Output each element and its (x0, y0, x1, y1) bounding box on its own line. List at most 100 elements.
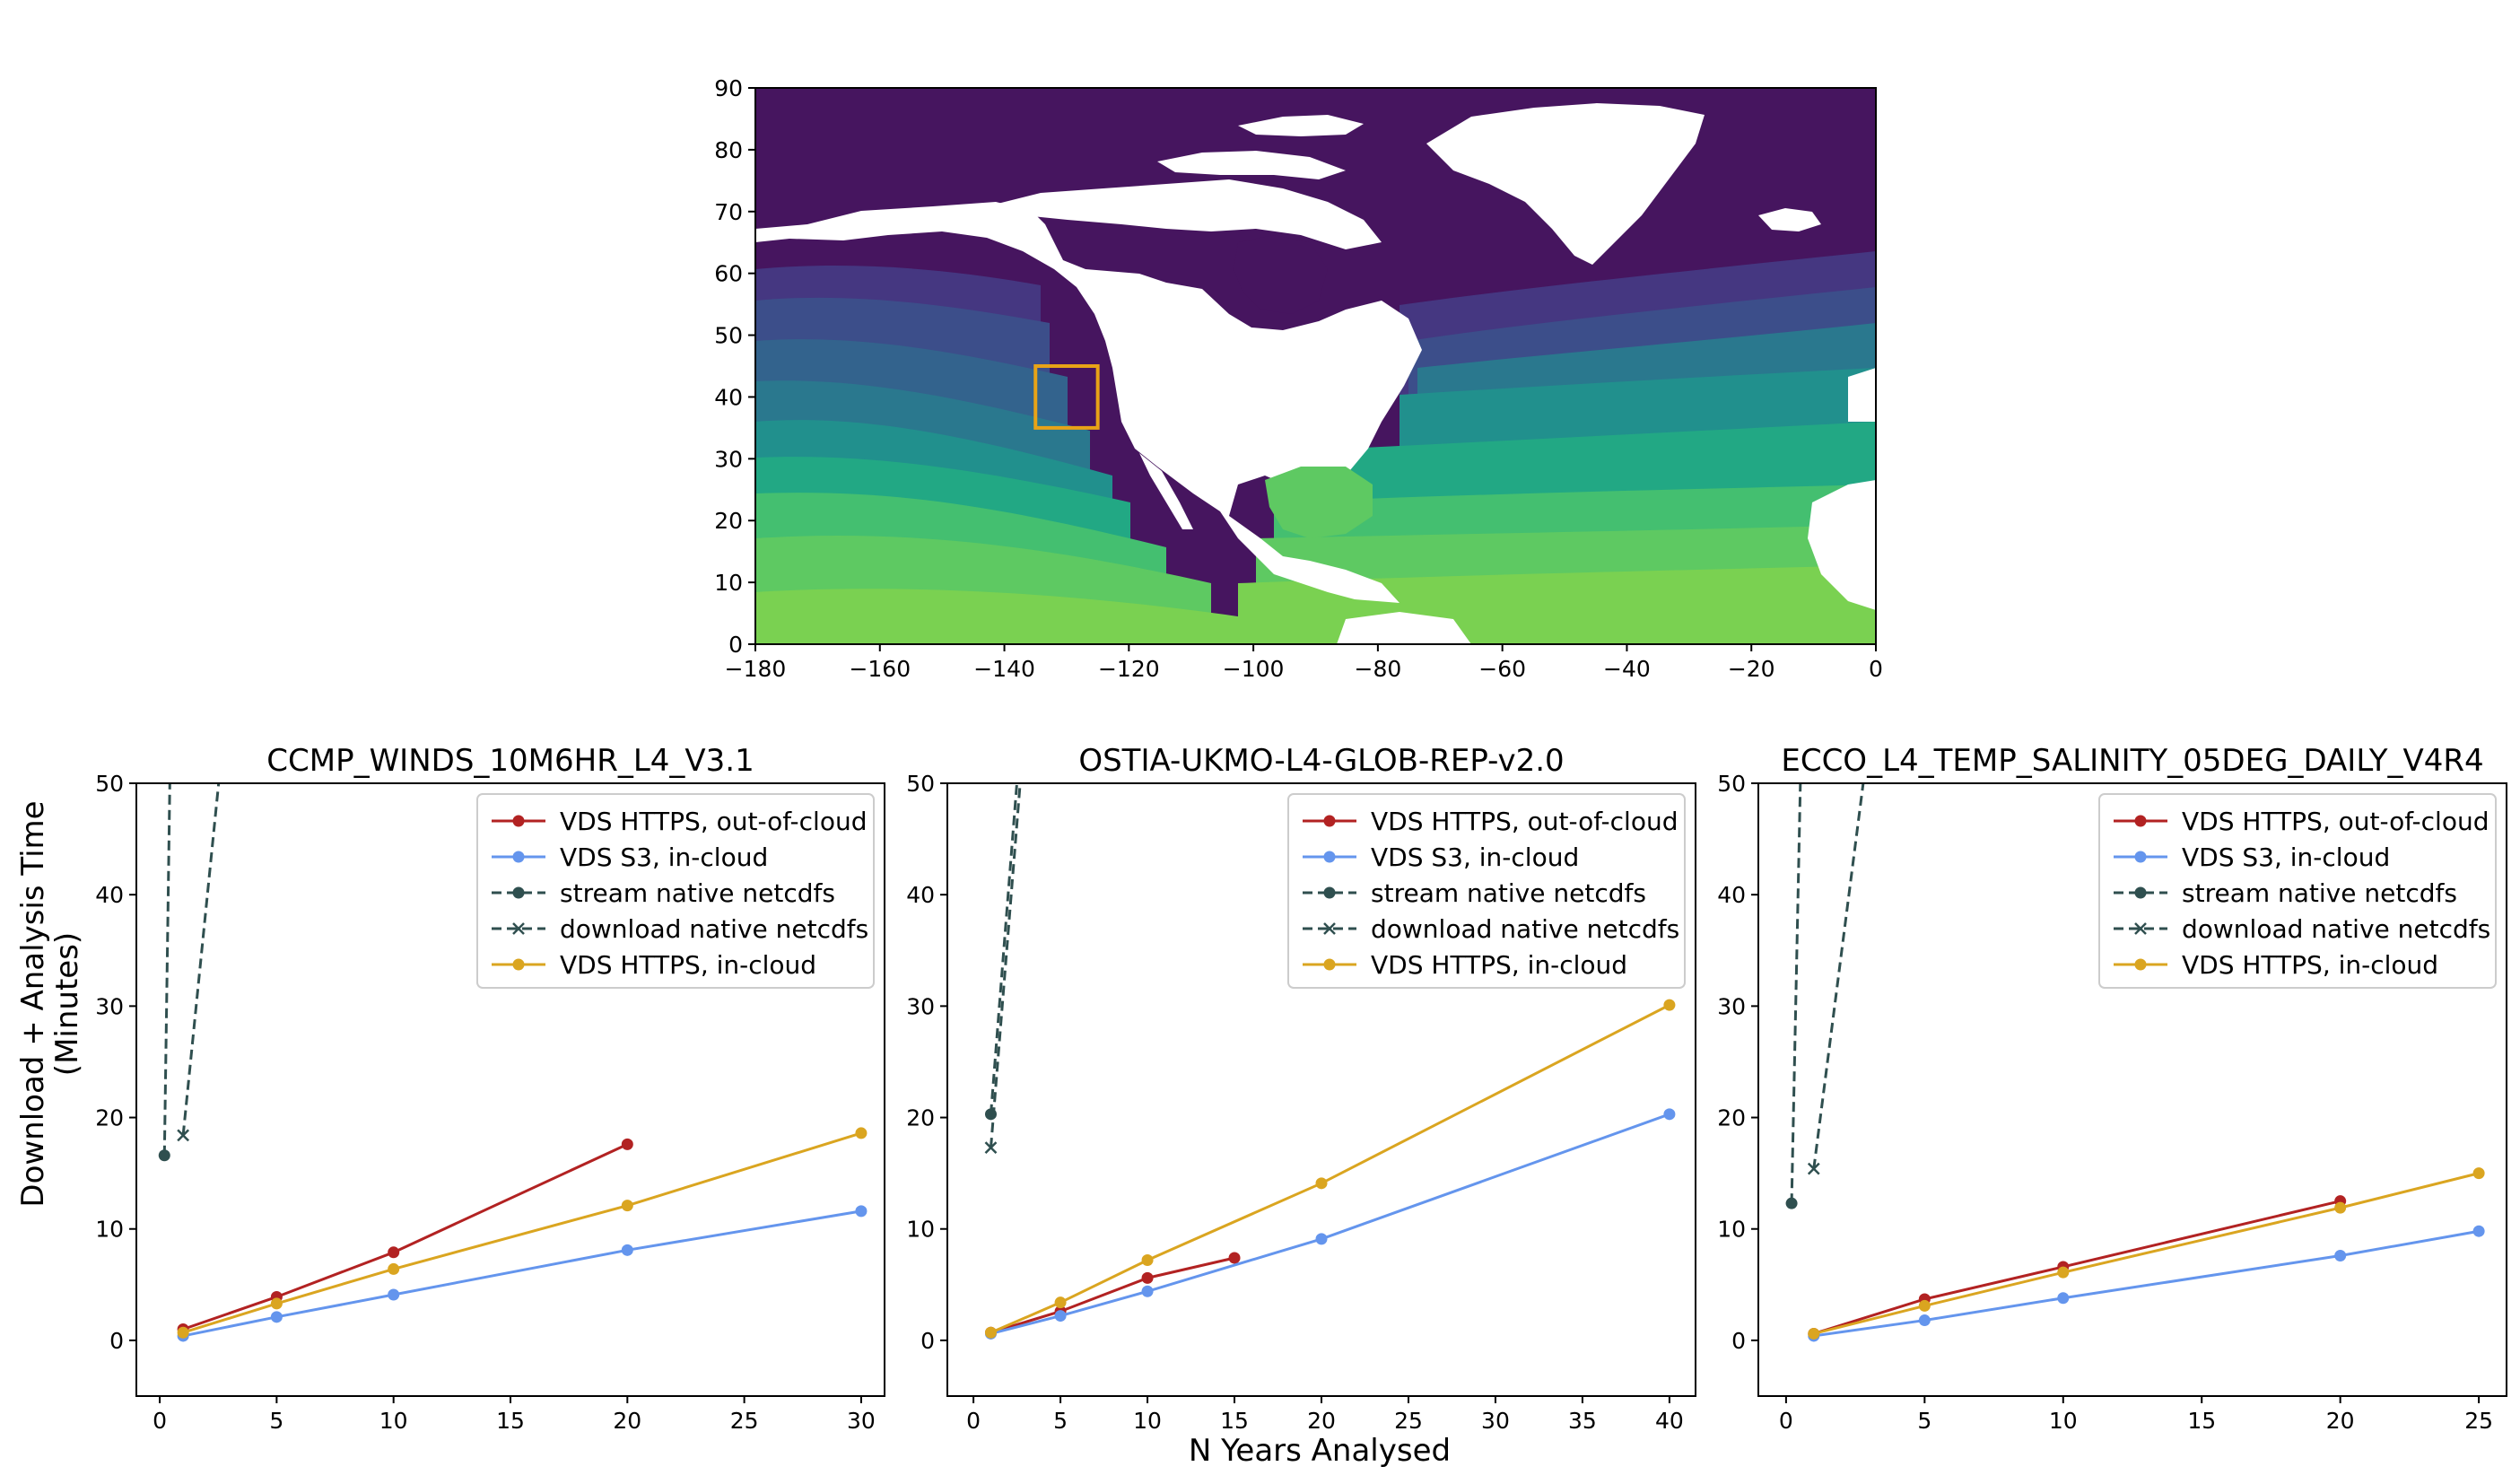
legend-swatch-marker (512, 815, 525, 827)
legend: VDS HTTPS, out-of-cloud VDS S3, in-cloud s… (1287, 793, 1686, 989)
data-point (1315, 1233, 1328, 1245)
y-tick-label: 50 (906, 771, 935, 797)
data-point (388, 1246, 400, 1259)
data-point (2334, 1250, 2347, 1262)
legend-label: VDS HTTPS, in-cloud (2182, 950, 2438, 980)
legend-entry: VDS HTTPS, out-of-cloud (492, 807, 867, 836)
x-tick-label: 15 (2187, 1408, 2216, 1434)
x-tick-label: 5 (1917, 1408, 1931, 1434)
data-point (270, 1311, 283, 1323)
data-point-x-stroke (224, 667, 235, 677)
data-point (1141, 1271, 1154, 1284)
data-point (388, 1262, 400, 1275)
series-group (1785, 783, 2485, 1342)
data-point-x (224, 667, 235, 677)
map-frame (754, 87, 1877, 645)
panel-ecco: ECCO_L4_TEMP_SALINITY_05DEG_DAILY_V4R4 0 5… (1717, 743, 2507, 1434)
data-point (621, 1138, 633, 1150)
legend-label: download native netcdfs (1371, 914, 1679, 944)
map-x-tick-label: −100 (1223, 656, 1285, 682)
y-tick-label: 40 (1717, 882, 1746, 908)
x-tick-label: 0 (966, 1408, 981, 1434)
y-tick-label: 0 (1731, 1328, 1746, 1354)
legend: VDS HTTPS, out-of-cloud VDS S3, in-cloud s… (2098, 793, 2497, 989)
data-point-x-stroke (984, 1141, 998, 1154)
series-line (990, 1113, 1670, 1335)
x-tick-label: 15 (1220, 1408, 1249, 1434)
legend-swatch-marker (2134, 851, 2147, 863)
highlight-box (1033, 364, 1100, 430)
map-y-tick-label: 30 (714, 446, 743, 472)
map-x-tick-label: −20 (1728, 656, 1775, 682)
map-x-tick-label: 0 (1869, 656, 1883, 682)
y-tick-label: 50 (95, 771, 124, 797)
legend-label: stream native netcdfs (1371, 878, 1646, 908)
series-line (1812, 783, 1865, 1169)
y-tick-label: 30 (1717, 993, 1746, 1019)
data-point (2472, 1167, 2485, 1180)
map-x-tick-label: −160 (849, 656, 911, 682)
legend: VDS HTTPS, out-of-cloud VDS S3, in-cloud s… (476, 793, 875, 989)
legend-box (2098, 793, 2497, 989)
legend-swatch-marker (512, 958, 525, 971)
legend-label: stream native netcdfs (2182, 878, 2457, 908)
data-point-x (1807, 1162, 1820, 1175)
data-point (1054, 1310, 1067, 1323)
legend-entry: download native netcdfs (1303, 914, 1679, 944)
series-line (182, 1142, 628, 1331)
x-tick-label: 25 (730, 1408, 759, 1434)
panel-title: ECCO_L4_TEMP_SALINITY_05DEG_DAILY_V4R4 (1781, 743, 2483, 779)
series-line (1813, 1200, 2341, 1335)
y-tick-label: 40 (95, 882, 124, 908)
legend-label: VDS HTTPS, out-of-cloud (1371, 807, 1678, 836)
data-point (1141, 1285, 1154, 1297)
series-line (990, 1256, 1235, 1334)
x-tick-label: 10 (2049, 1408, 2078, 1434)
sst-map-panel: −180 −160 −140 −120 −100 −80 −60 −40 −20 0 0 10 20 30… (714, 75, 1883, 682)
y-tick-label: 40 (906, 882, 935, 908)
legend-swatch-marker (1323, 851, 1336, 863)
series-line (1813, 1172, 2480, 1335)
legend-label: download native netcdfs (2182, 914, 2490, 944)
data-point (166, 666, 178, 677)
map-x-tick-label: −40 (1603, 656, 1651, 682)
data-point (1918, 1299, 1931, 1312)
data-point (1785, 1197, 1798, 1209)
map-x-tick-label: −120 (1098, 656, 1160, 682)
sst-map-image (755, 88, 1876, 644)
x-tick-label: 0 (153, 1408, 167, 1434)
map-y-tick-label: 0 (728, 632, 743, 658)
data-point (1141, 1253, 1154, 1266)
legend-swatch-marker (2134, 886, 2147, 899)
series-group (158, 666, 868, 1342)
legend-entry: stream native netcdfs (492, 878, 835, 908)
legend-label: VDS S3, in-cloud (1371, 842, 1579, 872)
legend-entry: VDS HTTPS, out-of-cloud (2114, 807, 2489, 836)
x-tick-label: 30 (847, 1408, 876, 1434)
legend-entry: VDS HTTPS, out-of-cloud (1303, 807, 1678, 836)
data-point (1054, 1296, 1067, 1309)
y-tick-label: 0 (920, 1328, 935, 1354)
shared-y-label-line2: (Minutes) (49, 932, 85, 1076)
x-tick-label: 25 (2464, 1408, 2493, 1434)
legend-entry: stream native netcdfs (1303, 878, 1646, 908)
data-point (2057, 1266, 2070, 1279)
map-x-tick-label: −140 (973, 656, 1035, 682)
data-point (1918, 1314, 1931, 1327)
legend-entry: VDS S3, in-cloud (492, 842, 768, 872)
panel-ostia: OSTIA-UKMO-L4-GLOB-REP-v2.0 0 5 10 15 20 25 30 3… (906, 743, 1696, 1434)
series-line (990, 1003, 1670, 1334)
x-tick-label: 5 (269, 1408, 283, 1434)
series-line (162, 783, 171, 1156)
legend-swatch-marker (512, 851, 525, 863)
series-line (989, 783, 1019, 1114)
map-y-tick-label: 40 (714, 384, 743, 410)
series-line (989, 783, 1022, 1148)
map-y-tick-label: 90 (714, 75, 743, 101)
y-tick-label: 50 (1717, 771, 1746, 797)
data-point-x-stroke (177, 1129, 190, 1142)
plot-frame (946, 782, 1696, 1397)
data-point (1315, 1177, 1328, 1190)
map-x-tick-label: −80 (1355, 656, 1402, 682)
